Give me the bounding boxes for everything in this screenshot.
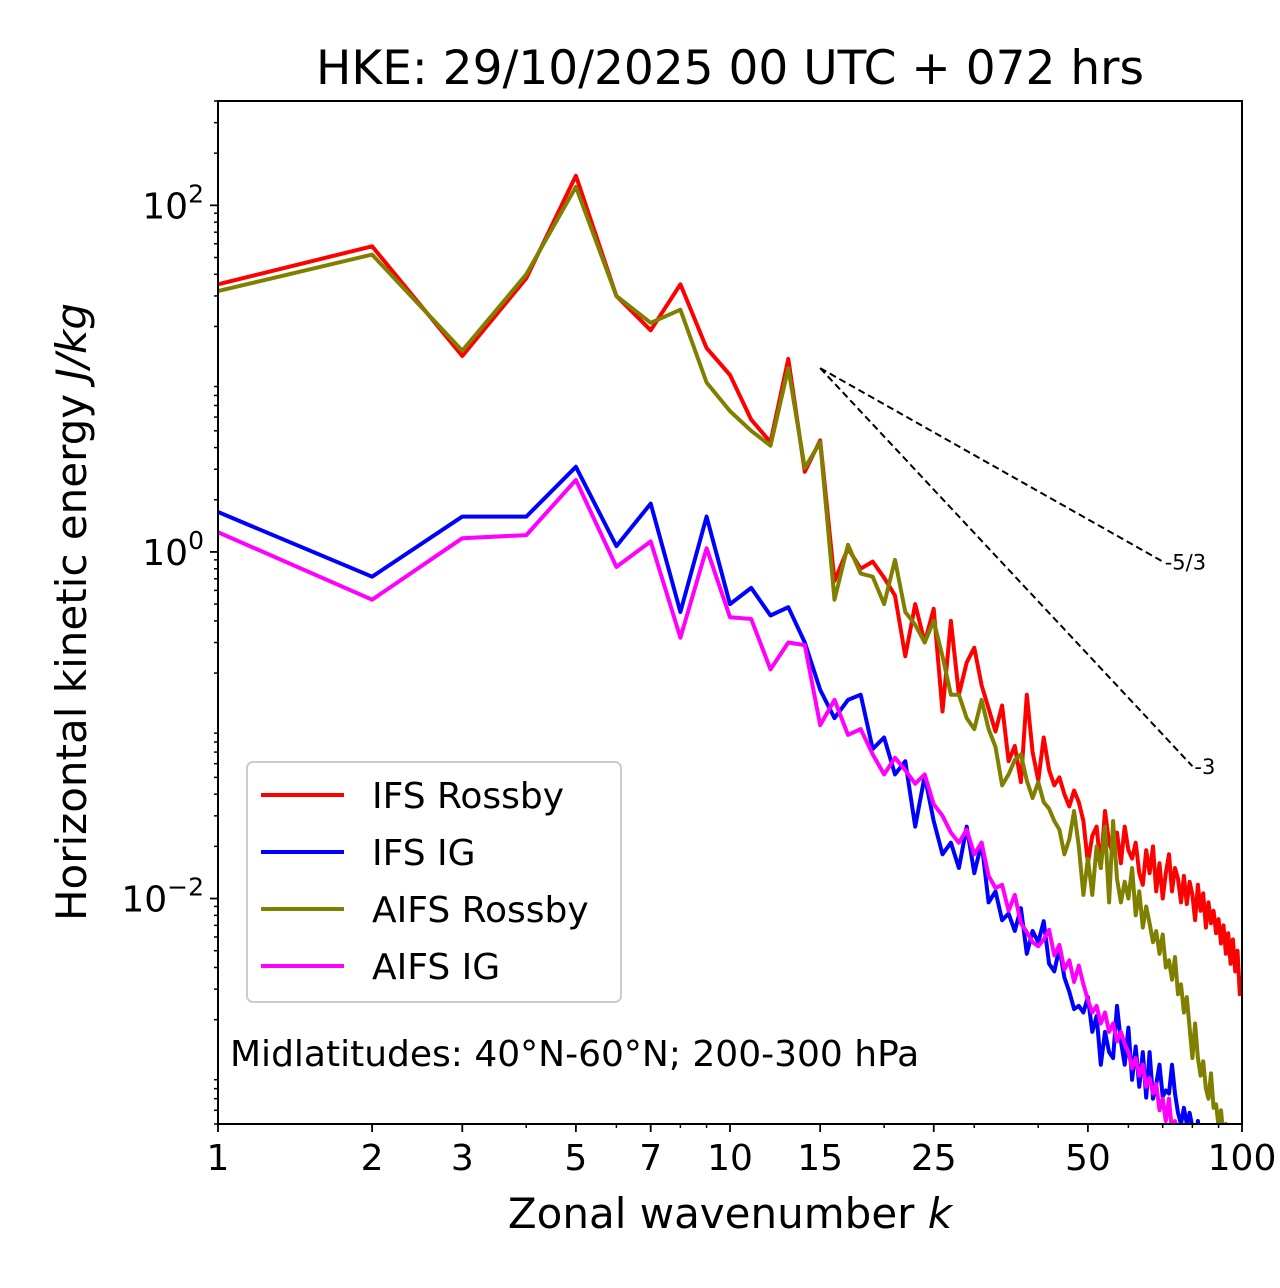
x-tick-label: 100 (1208, 1138, 1277, 1179)
x-tick-label: 25 (911, 1138, 957, 1179)
x-tick-label: 1 (207, 1138, 230, 1179)
y-tick-label: 10−2 (121, 873, 204, 921)
legend-label-aifs-rossby: AIFS Rossby (372, 890, 589, 931)
x-tick-label: 15 (797, 1138, 843, 1179)
x-axis-label-symbol: k (928, 1189, 954, 1238)
x-tick-label: 10 (707, 1138, 753, 1179)
legend-label-ifs-ig: IFS IG (372, 833, 476, 874)
legend-label-aifs-ig: AIFS IG (372, 947, 500, 988)
plot-frame (217, 100, 1243, 1125)
y-axis-label: Horizontal kinetic energy J/kg (47, 303, 96, 921)
y-axis-label-unit: J/kg (47, 303, 96, 388)
x-axis-label-text: Zonal wavenumber (508, 1189, 915, 1238)
x-axis-label: Zonal wavenumber k (508, 1189, 954, 1238)
series-line-aifs-ig (218, 478, 1178, 1124)
region-annotation: Midlatitudes: 40°N-60°N; 200-300 hPa (230, 1034, 919, 1075)
y-tick-label: 102 (142, 179, 204, 227)
series-layer (218, 173, 1242, 1124)
reference-line--3 (819, 367, 1194, 767)
legend-label-ifs-rossby: IFS Rossby (372, 776, 564, 817)
axis-ticks: 1 2 3 5 7 10 15 25 50 100 102 100 10−2 (121, 100, 1277, 1179)
legend-items: IFS Rossby IFS IG AIFS Rossby AIFS IG (261, 776, 589, 988)
reference-line-label: -5/3 (1165, 551, 1206, 575)
series-line-aifs-rossby (218, 184, 1228, 1124)
x-tick-label: 50 (1065, 1138, 1111, 1179)
reference-line--5-3 (819, 367, 1164, 563)
legend: IFS Rossby IFS IG AIFS Rossby AIFS IG (246, 761, 622, 1003)
reference-lines: -5/3 -3 (819, 367, 1215, 779)
y-axis-label-text: Horizontal kinetic energy (47, 394, 96, 921)
legend-frame (246, 761, 622, 1003)
x-tick-label: 5 (564, 1138, 587, 1179)
chart-title: HKE: 29/10/2025 00 UTC + 072 hrs (316, 41, 1144, 96)
y-tick-label: 100 (142, 526, 204, 574)
reference-line-label: -3 (1194, 755, 1215, 779)
x-tick-label: 3 (451, 1138, 474, 1179)
series-line-ifs-ig (218, 464, 1201, 1124)
x-tick-label: 7 (639, 1138, 662, 1179)
x-tick-label: 2 (361, 1138, 384, 1179)
